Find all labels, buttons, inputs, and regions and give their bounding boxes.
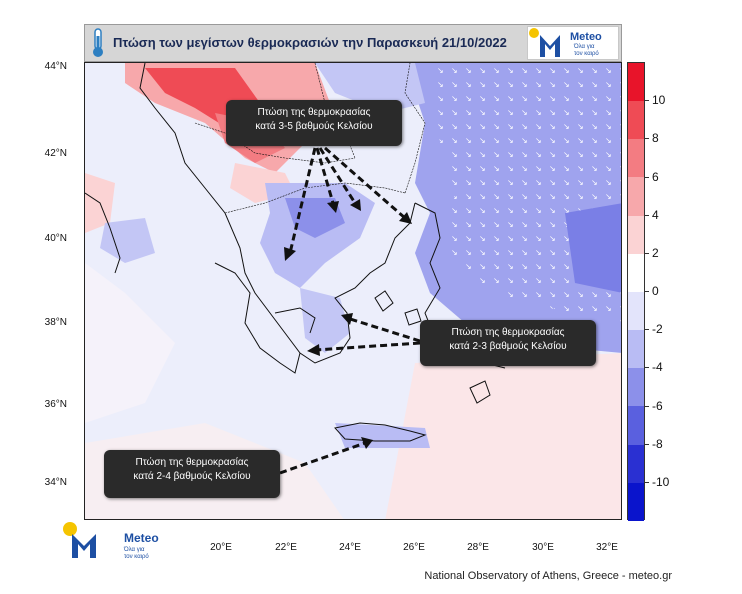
colorbar-segment [628,215,644,254]
colorbar-segment [628,177,644,216]
arrow-heads [284,199,412,449]
temperature-map: ↘ [84,62,622,520]
colorbar-segment [628,482,644,521]
footer-logo-tagline-1: Όλα για [124,547,145,553]
lat-label-42: 42°N [44,148,67,159]
map-region-crete-cold [335,423,430,448]
colorbar-tick [644,443,649,445]
callout-arrows [279,146,421,475]
arrowhead-peloponnese [341,313,353,325]
meteo-logo-tagline-2: τον καιρό [574,51,599,57]
map-region-southeast-sea [385,353,621,519]
lat-label-36: 36°N [44,399,67,410]
arrow-to-crete [279,441,366,475]
colorbar-segment [628,406,644,445]
colorbar [627,62,645,521]
title-bar: Πτώση των μεγίστων θερμοκρασιών την Παρα… [84,24,622,62]
colorbar-tick [644,100,649,102]
meteo-logo-tagline-1: Όλα για [574,44,595,50]
lat-label-34: 34°N [44,477,67,488]
colorbar-segment [628,63,644,102]
arrowhead-turkey [399,212,412,224]
map-region-turkey-colder [565,203,621,293]
callout-top-line-1: Πτώση της θερμοκρασίας [257,107,371,118]
colorbar-label: -10 [652,474,670,489]
arrow-to-turkey [324,146,406,220]
callout-bottom-line-1: Πτώση της θερμοκρασίας [135,457,249,468]
arrow-to-thrace [315,147,335,204]
callout-right: Πτώση της θερμοκρασίας κατά 2-3 βαθμούς … [420,320,596,366]
lat-label-40: 40°N [44,233,67,244]
thermometer-icon [93,28,103,57]
callout-top: Πτώση της θερμοκρασίας κατά 3-5 βαθμούς … [226,100,402,146]
colorbar-label: -4 [652,360,663,375]
colorbar-tick [644,176,649,178]
arrowhead-northern-greece [284,247,296,261]
map-title: Πτώση των μεγίστων θερμοκρασιών την Παρα… [113,35,507,50]
map-canvas: ↘ [85,63,621,519]
lat-label-44: 44°N [44,61,67,72]
colorbar-label: 4 [652,207,659,222]
map-region-west-sea [85,263,175,423]
footer-meteo-logo-mark [63,522,96,558]
colorbar-label: 8 [652,131,659,146]
arrowhead-crete [361,437,373,449]
colorbar-tick [644,367,649,369]
footer-logo-name: Meteo [124,531,159,545]
colorbar-tick [644,138,649,140]
colorbar-label: 2 [652,245,659,260]
arrowhead-ionian [307,344,320,356]
colorbar-segment [628,291,644,331]
colorbar-segment [628,444,644,483]
colorbar-segment [628,101,644,140]
callout-bottom-line-2: κατά 2-4 βαθμούς Κελσίου [133,471,251,482]
colorbar-label: 6 [652,169,659,184]
colorbar-tick [644,291,649,292]
colorbar-segment [628,253,644,292]
lon-label-26: 26°E [403,542,425,553]
colorbar-label: -8 [652,436,663,451]
arrowhead-thrace [327,201,339,213]
callout-right-line-1: Πτώση της θερμοκρασίας [451,327,565,338]
arrow-to-ionian [314,341,421,352]
arrow-to-peloponnese [346,316,421,343]
footer-meteo-logo: Meteo Όλα για τον καιρό [62,520,172,560]
colorbar-tick [644,481,649,483]
map-region-italy-cold [100,218,155,263]
colorbar-label: -2 [652,322,663,337]
meteo-logo-mark [529,28,560,57]
lat-label-38: 38°N [44,317,67,328]
callout-right-line-2: κατά 2-3 βαθμούς Κελσίου [449,341,567,352]
colorbar-tick [644,405,649,407]
lon-label-30: 30°E [532,542,554,553]
meteo-logo: Meteo Όλα για τον καιρό [527,26,619,60]
arrowhead-evros [350,199,361,211]
colorbar-label: 10 [652,93,666,108]
meteo-logo-name: Meteo [570,31,602,43]
callout-top-line-2: κατά 3-5 βαθμούς Κελσίου [255,121,373,132]
lon-label-22: 22°E [275,542,297,553]
lon-label-32: 32°E [596,542,618,553]
lon-label-28: 28°E [467,542,489,553]
footer-logo-tagline-2: τον καιρό [124,554,149,560]
colorbar-tick [644,214,649,216]
callout-bottom: Πτώση της θερμοκρασίας κατά 2-4 βαθμούς … [104,450,280,498]
colorbar-segment [628,368,644,407]
map-region-attica-cold [300,288,350,353]
colorbar-label: -6 [652,398,663,413]
colorbar-segment [628,139,644,178]
colorbar-label: 0 [652,284,659,298]
colorbar-tick [644,252,649,254]
lon-label-20: 20°E [210,542,232,553]
credits-text: National Observatory of Athens, Greece -… [424,570,672,582]
colorbar-segment [628,330,644,369]
colorbar-tick [644,329,649,331]
arrow-to-northern-greece [288,147,317,254]
lon-label-24: 24°E [339,542,361,553]
